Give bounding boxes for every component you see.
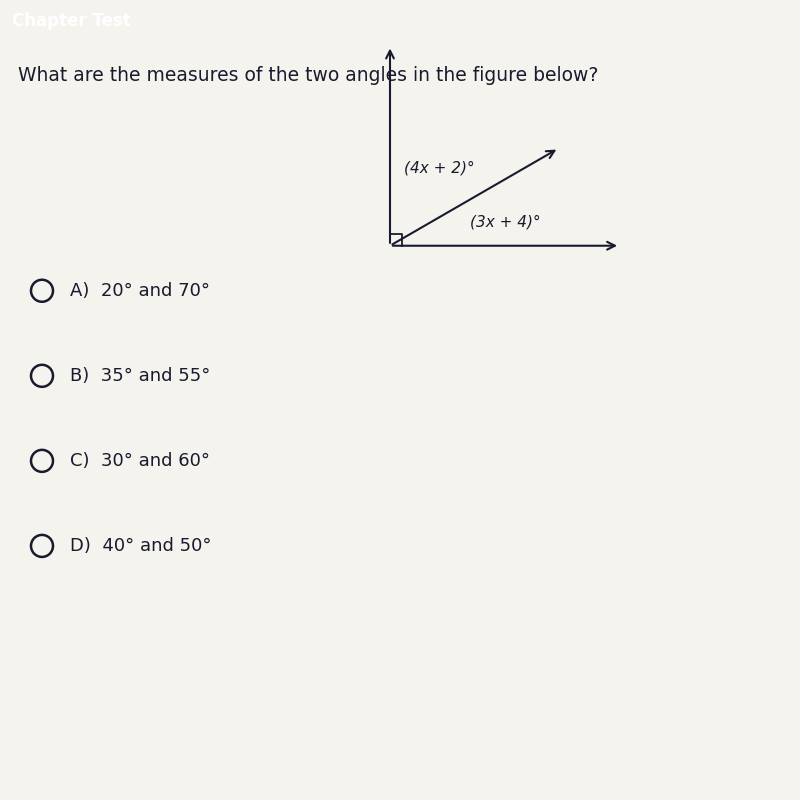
Text: B)  35° and 55°: B) 35° and 55° xyxy=(70,367,210,385)
Text: What are the measures of the two angles in the figure below?: What are the measures of the two angles … xyxy=(18,66,598,85)
Text: (3x + 4)°: (3x + 4)° xyxy=(470,214,541,230)
Text: A)  20° and 70°: A) 20° and 70° xyxy=(70,282,210,300)
Text: (4x + 2)°: (4x + 2)° xyxy=(404,161,474,176)
Text: Chapter Test: Chapter Test xyxy=(12,12,130,30)
Text: D)  40° and 50°: D) 40° and 50° xyxy=(70,537,211,555)
Text: C)  30° and 60°: C) 30° and 60° xyxy=(70,452,210,470)
